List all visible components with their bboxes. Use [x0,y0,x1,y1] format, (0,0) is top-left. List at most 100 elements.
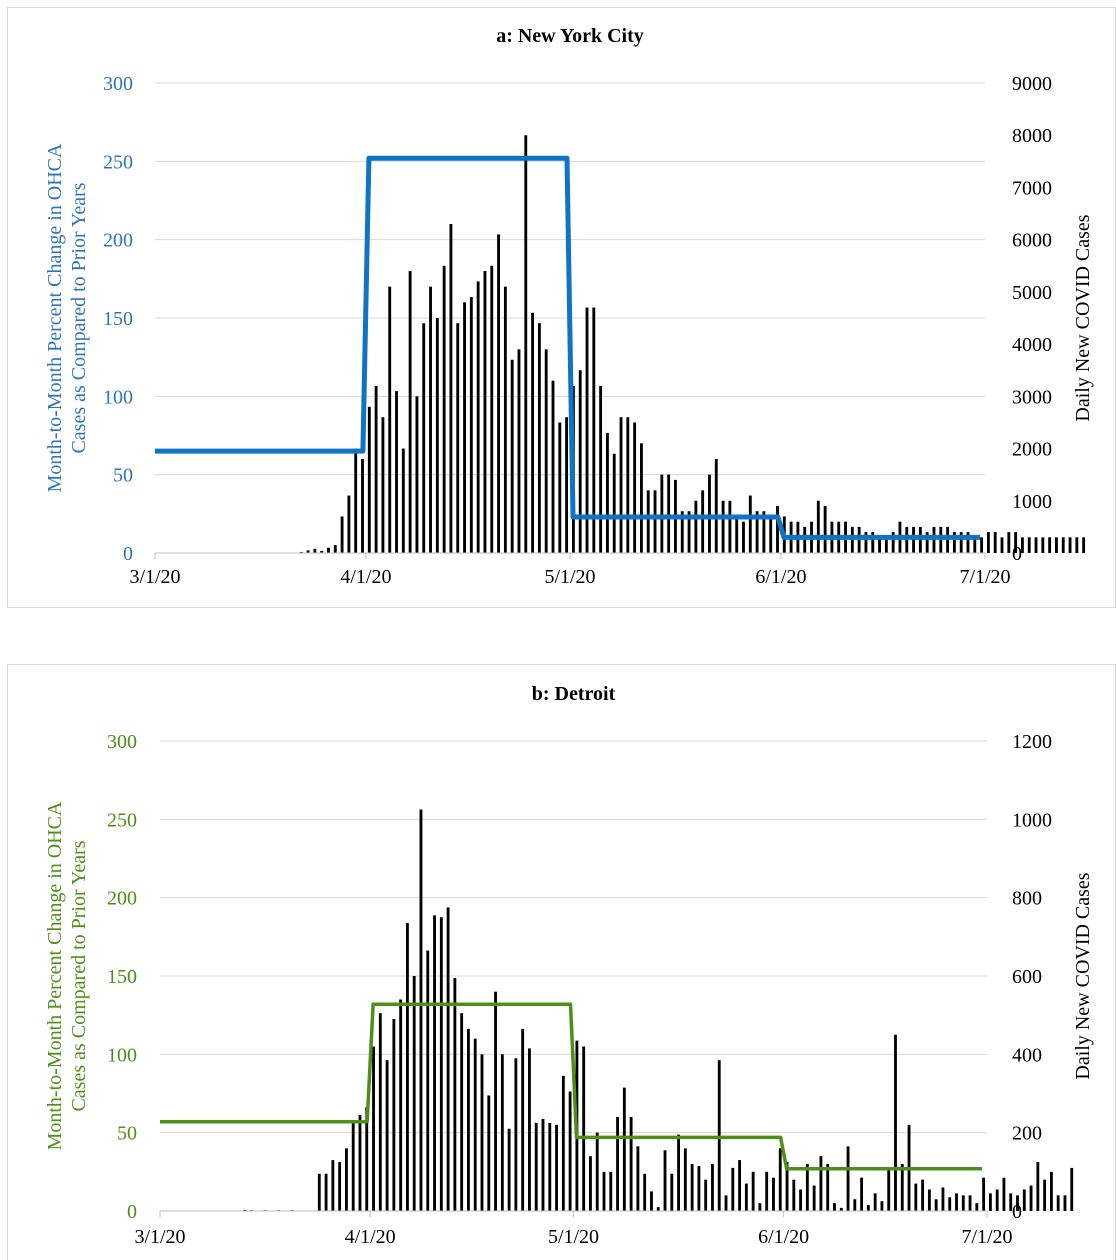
nyc-x-tick-label: 4/1/20 [340,566,391,588]
detroit-case-bar [812,1185,816,1211]
detroit-case-bar [744,1183,748,1211]
nyc-left-axis-label-line2: Cases as Compared to Prior Years [68,182,90,453]
nyc-left-tick-label: 100 [103,386,133,408]
detroit-case-bar [1043,1179,1047,1211]
nyc-case-bar [299,551,303,553]
detroit-case-bar [690,1164,694,1211]
nyc-case-bar [313,548,317,553]
detroit-case-bar [772,1177,775,1211]
nyc-case-bar [912,526,915,553]
nyc-case-bar [367,406,371,553]
nyc-case-bar [619,417,623,553]
nyc-case-bar [769,516,773,553]
nyc-right-axis-label: Daily New COVID Cases [1072,214,1094,421]
chart-panel-nyc [7,7,1116,608]
detroit-case-bar [324,1173,328,1211]
nyc-case-bar [599,385,603,553]
detroit-left-tick-label: 250 [107,809,137,831]
detroit-case-bar [344,1148,348,1211]
nyc-case-bar [388,286,392,553]
nyc-case-bar [667,474,671,553]
nyc-case-bar [544,349,548,553]
nyc-case-bar [503,286,507,553]
detroit-case-bar [670,1173,674,1211]
nyc-x-tick-label: 5/1/20 [544,566,595,588]
detroit-case-bar [629,1117,633,1211]
nyc-case-bar [993,532,997,553]
detroit-case-bar [765,1171,769,1211]
detroit-case-bar [412,976,416,1211]
detroit-case-bar [392,1019,396,1211]
detroit-case-bar [561,1075,565,1211]
detroit-left-tick-label: 300 [107,731,137,753]
nyc-case-bar [592,307,596,553]
detroit-case-bar [317,1173,321,1211]
nyc-case-bar [327,547,330,553]
detroit-right-tick-label: 1000 [1012,809,1052,831]
nyc-right-tick-label: 5000 [1012,282,1052,304]
detroit-case-bar [717,1060,721,1211]
nyc-case-bar [1000,537,1004,553]
detroit-case-bar [494,991,497,1211]
nyc-case-bar [660,474,664,553]
detroit-case-bar [473,1038,477,1211]
detroit-case-bar [1029,1185,1033,1211]
detroit-case-bar [948,1197,952,1211]
detroit-left-axis-label: Month-to-Month Percent Change in OHCA Cas… [44,801,90,1150]
nyc-case-bar [1034,537,1038,553]
detroit-case-bar [792,1179,796,1211]
detroit-x-tick-label: 7/1/20 [961,1226,1012,1248]
nyc-left-tick-label: 150 [103,308,133,330]
nyc-case-bar [1014,532,1018,553]
detroit-case-bar [751,1171,755,1211]
nyc-case-bar [517,349,521,553]
detroit-case-bar [988,1193,992,1211]
nyc-case-bar [803,526,807,553]
detroit-right-axis-label: Daily New COVID Cases [1072,872,1094,1079]
detroit-case-bar [785,1162,789,1211]
detroit-case-bar [941,1187,945,1211]
nyc-case-bar [728,500,732,553]
detroit-case-bar [738,1160,742,1211]
chart-panel-detroit [7,664,1116,1260]
nyc-case-bar [585,307,589,553]
detroit-x-tick-label: 4/1/20 [345,1226,396,1248]
nyc-case-bar [646,490,650,553]
detroit-case-bar [711,1164,714,1211]
nyc-left-axis-label-line1: Month-to-Month Percent Change in OHCA [44,143,66,492]
detroit-case-bar [446,907,450,1211]
detroit-case-bar [521,1028,525,1211]
detroit-right-tick-label: 1200 [1012,731,1052,753]
nyc-right-tick-label: 1000 [1012,491,1052,513]
detroit-case-bar [439,917,443,1211]
detroit-case-bar [405,923,409,1211]
detroit-case-bar [805,1164,809,1211]
nyc-case-bar [1061,537,1065,553]
detroit-case-bar [338,1162,342,1211]
nyc-left-axis-label: Month-to-Month Percent Change in OHCA Cas… [44,143,90,492]
nyc-case-bar [320,550,324,553]
nyc-case-bar [701,490,705,553]
detroit-ohca-step-line [160,1002,982,1171]
detroit-case-bar [595,1132,599,1211]
nyc-case-bar [1007,532,1011,553]
nyc-case-bar [755,511,759,553]
detroit-case-bar [358,1115,362,1211]
detroit-case-bar [1036,1162,1040,1211]
nyc-case-bar [435,318,439,553]
nyc-right-tick-label: 9000 [1012,73,1052,95]
nyc-case-bar [626,417,630,553]
nyc-case-bar [1075,537,1079,553]
detroit-case-bar [833,1203,836,1211]
detroit-case-bar [548,1122,552,1211]
nyc-case-bar [823,506,827,553]
detroit-case-bar [616,1117,619,1211]
detroit-case-bar [731,1167,735,1211]
nyc-case-bar [1027,537,1031,553]
detroit-case-bar [982,1177,986,1211]
nyc-case-bar [415,396,419,553]
detroit-case-bar [968,1195,972,1211]
detroit-case-bar [826,1164,830,1211]
nyc-case-bar [762,511,766,553]
nyc-case-bar [531,312,535,553]
